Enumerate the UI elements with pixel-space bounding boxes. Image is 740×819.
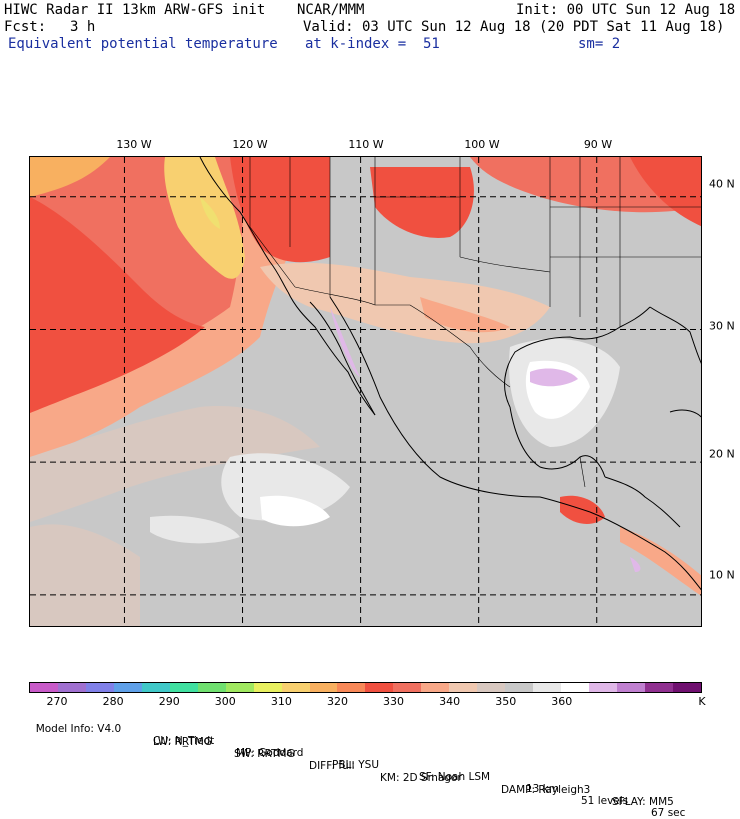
lat-label-20n: 20 N — [709, 447, 735, 461]
coastline-florida — [649, 306, 701, 364]
colorbar-swatch-15 — [449, 683, 478, 692]
colorbar-swatch-3 — [113, 683, 142, 692]
diff-scheme: DIFF: full — [309, 760, 355, 772]
map-svg — [30, 157, 701, 626]
colorbar-swatch-10 — [309, 683, 338, 692]
border-us-mexico — [294, 286, 511, 388]
colorbar-label-5: 320 — [326, 695, 348, 708]
colorbar-label-4: 310 — [270, 695, 292, 708]
field-yellow-plume — [164, 157, 245, 279]
colorbar-swatch-12 — [365, 683, 394, 692]
colorbar-swatch-6 — [197, 683, 226, 692]
field-name: Equivalent potential temperature — [8, 36, 278, 52]
colorbar-swatch-16 — [477, 683, 506, 692]
coastline-mexico-pacific — [329, 296, 591, 513]
model-info-line1: Model Info: V4.0 CU: N_Tiedt MP: Goddard… — [29, 711, 686, 819]
colorbar-swatch-17 — [505, 683, 534, 692]
coastline-cuba — [669, 409, 701, 418]
field-white-mexico-pac — [221, 453, 350, 521]
border-ca-nv — [249, 157, 296, 288]
coastline-central-america-pacific — [589, 511, 701, 591]
colorbar-swatch-8 — [253, 683, 282, 692]
colorbar-swatch-22 — [644, 683, 673, 692]
field-red-pacific — [30, 197, 205, 413]
coastline-honduras — [604, 476, 681, 528]
field-red-plains — [370, 167, 474, 238]
coastline-california — [199, 157, 289, 293]
field-white-mexico-pac-core — [260, 495, 330, 527]
colorbar-swatch-7 — [225, 683, 254, 692]
field-salmon-costa-rica — [620, 527, 701, 596]
fcst-value: 3 h — [70, 19, 96, 35]
theta-e-map — [29, 156, 702, 627]
coastline-gulf — [504, 306, 651, 408]
colorbar-label-10: K — [698, 695, 706, 708]
colorbar-label-1: 280 — [102, 695, 124, 708]
field-tan-sw — [30, 524, 140, 626]
coastline-yucatan — [509, 406, 606, 478]
colorbar-label-9: 360 — [551, 695, 573, 708]
lat-label-30n: 30 N — [709, 319, 735, 333]
lon-label-90w: 90 W — [583, 138, 613, 151]
lon-label-110w: 110 W — [348, 138, 384, 151]
field-lavender-baja — [330, 307, 360, 377]
damp-scheme: DAMP: Rayleigh3 — [501, 784, 591, 796]
colorbar-swatch-11 — [337, 683, 366, 692]
lat-lon-grid — [30, 157, 701, 626]
field-lavender-pacific-ca — [630, 557, 641, 572]
model-version: Model Info: V4.0 — [35, 723, 122, 735]
lat-label-40n: 40 N — [709, 177, 735, 191]
border-tx-ok — [459, 256, 551, 273]
level-info: at k-index = 51 — [305, 36, 440, 52]
field-yellow-core — [200, 197, 220, 229]
lon-label-100w: 100 W — [464, 138, 500, 151]
sflay-scheme: SFLAY: MM5 — [612, 796, 674, 808]
colorbar-swatch-2 — [85, 683, 114, 692]
smoothing-info: sm= 2 — [578, 36, 621, 52]
model-info-line2: LW: RRTMG SW: RRTMG DIFF: full KM: 2D Sm… — [29, 724, 674, 808]
colorbar-swatch-4 — [141, 683, 170, 692]
coastlines — [199, 157, 701, 591]
colorbar-swatch-18 — [533, 683, 562, 692]
coastline-baja-east — [309, 301, 376, 416]
colorbar-swatch-9 — [281, 683, 310, 692]
km-scheme: KM: 2D Smagor — [380, 772, 462, 784]
colorbar-label-3: 300 — [214, 695, 236, 708]
colorbar-swatch-20 — [589, 683, 618, 692]
plot-title: HIWC Radar II 13km ARW-GFS init — [4, 2, 266, 18]
field-red-northeast — [630, 157, 701, 227]
colorbar-swatch-13 — [393, 683, 422, 692]
field-lavender-gulf — [530, 368, 578, 387]
field-white-east-pac — [150, 515, 240, 544]
colorbar-swatch-0 — [30, 683, 58, 692]
lon-label-120w: 120 W — [232, 138, 268, 151]
colorbar-swatch-23 — [672, 683, 701, 692]
lon-label-130w: 130 W — [116, 138, 152, 151]
colorbar-label-6: 330 — [383, 695, 405, 708]
coastline-baja-west — [287, 291, 376, 416]
field-orange-corner — [30, 157, 110, 197]
colorbar — [29, 682, 702, 693]
timestep: 67 sec — [651, 807, 686, 819]
init-time: Init: 00 UTC Sun 12 Aug 18 — [516, 2, 736, 18]
lw-scheme: LW: RRTMG — [153, 736, 212, 748]
sw-scheme: SW: RRTMG — [234, 748, 295, 760]
fcst-label: Fcst: — [4, 19, 47, 35]
lat-label-10n: 10 N — [709, 568, 735, 582]
colorbar-swatch-5 — [169, 683, 198, 692]
colorbar-swatch-1 — [57, 683, 86, 692]
colorbar-swatch-19 — [561, 683, 590, 692]
colorbar-label-2: 290 — [158, 695, 180, 708]
colorbar-label-8: 350 — [495, 695, 517, 708]
field-tan-band — [30, 406, 320, 522]
model-source: NCAR/MMM — [297, 2, 365, 18]
field-red-sw-us — [230, 157, 330, 263]
colorbar-label-7: 340 — [439, 695, 461, 708]
valid-time: Valid: 03 UTC Sun 12 Aug 18 (20 PDT Sat … — [303, 19, 725, 35]
colorbar-swatch-14 — [421, 683, 450, 692]
field-salmon-texas — [420, 297, 510, 333]
colorbar-swatch-21 — [617, 683, 645, 692]
colorbar-label-0: 270 — [46, 695, 68, 708]
